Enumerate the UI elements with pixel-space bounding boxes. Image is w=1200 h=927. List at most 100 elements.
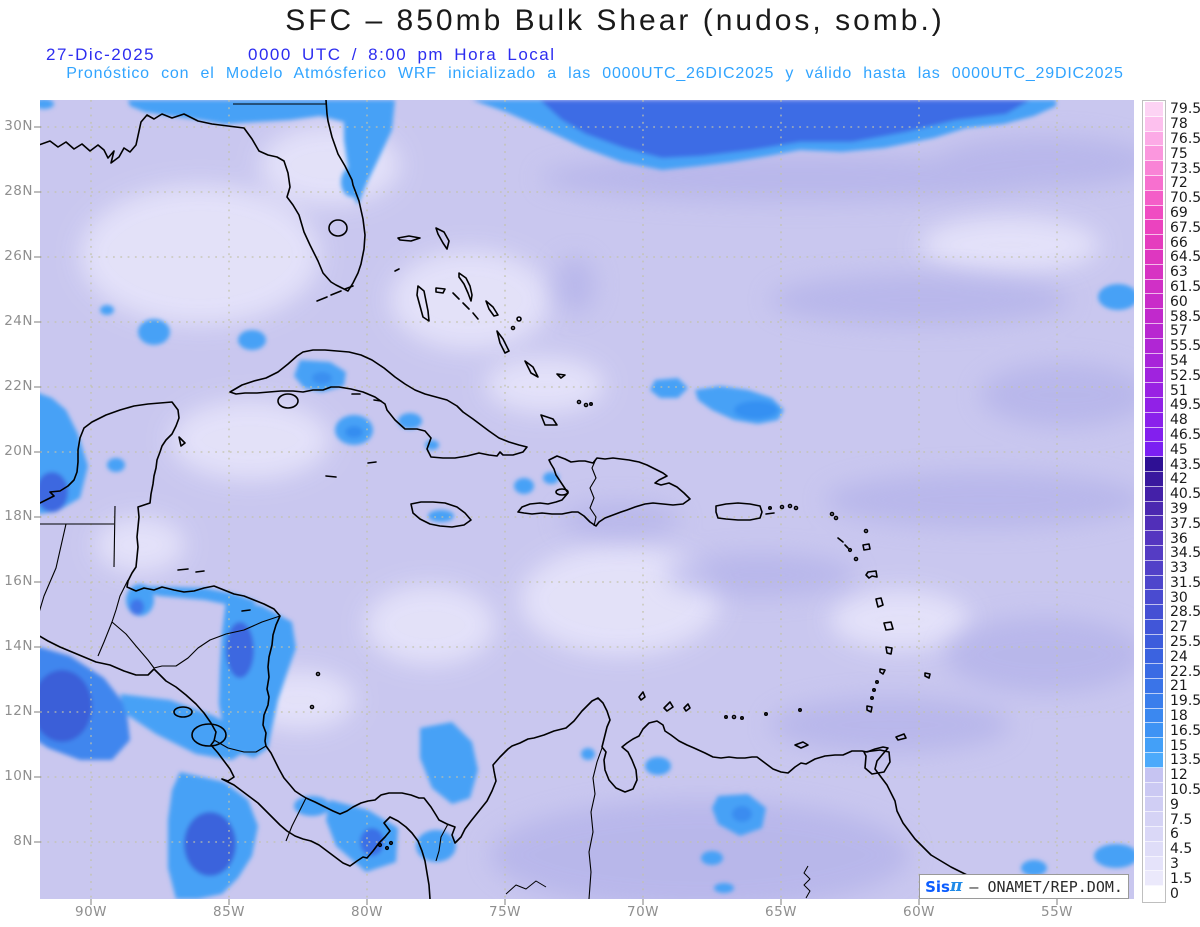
colorbar-entry: 66 — [1144, 235, 1188, 251]
colorbar-value: 72 — [1170, 175, 1188, 192]
colorbar-value: 1.5 — [1170, 870, 1193, 887]
lon-label: 55W — [1040, 904, 1074, 920]
lat-label: 10N — [4, 768, 33, 784]
colorbar-value: 49.5 — [1170, 397, 1200, 414]
colorbar-swatch — [1145, 590, 1163, 606]
lat-label: 8N — [13, 833, 33, 849]
colorbar-entry: 30 — [1144, 590, 1188, 606]
colorbar-entry: 61.5 — [1144, 279, 1200, 295]
colorbar-swatch — [1145, 264, 1163, 280]
colorbar-value: 48 — [1170, 412, 1188, 429]
colorbar-swatch — [1145, 471, 1163, 487]
axis-ticks — [34, 126, 1058, 905]
colorbar-value: 55.5 — [1170, 338, 1200, 355]
colorbar-swatch — [1145, 161, 1163, 176]
colorbar-entry: 7.5 — [1144, 812, 1192, 828]
colorbar-value: 33 — [1170, 560, 1188, 577]
colorbar-swatch — [1145, 723, 1163, 739]
colorbar-entry: 22.5 — [1144, 664, 1200, 680]
colorbar-entry: 28.5 — [1144, 604, 1200, 620]
colorbar-value: 19.5 — [1170, 693, 1200, 710]
lat-label: 20N — [4, 443, 33, 459]
colorbar-swatch — [1145, 205, 1163, 221]
colorbar-swatch — [1145, 575, 1163, 591]
colorbar-entry: 21 — [1144, 678, 1188, 694]
colorbar-value: 73.5 — [1170, 160, 1200, 177]
lat-label: 28N — [4, 183, 33, 199]
colorbar-value: 16.5 — [1170, 722, 1200, 739]
colorbar-entry: 46.5 — [1144, 427, 1200, 443]
colorbar-entry: 31.5 — [1144, 575, 1200, 591]
colorbar-entry: 57 — [1144, 323, 1188, 339]
colorbar-entry: 1.5 — [1144, 871, 1192, 887]
colorbar-value: 57 — [1170, 323, 1188, 340]
colorbar-swatch — [1145, 383, 1163, 398]
colorbar-swatch — [1145, 294, 1163, 310]
colorbar-value: 21 — [1170, 678, 1188, 695]
lat-label: 22N — [4, 378, 33, 394]
lat-label: 12N — [4, 703, 33, 719]
colorbar-entry: 10.5 — [1144, 782, 1200, 798]
colorbar-swatch — [1145, 235, 1163, 250]
colorbar-swatch — [1145, 708, 1163, 724]
colorbar-entry: 19.5 — [1144, 693, 1200, 709]
lat-label: 30N — [4, 118, 33, 134]
colorbar-entry: 64.5 — [1144, 249, 1200, 265]
colorbar-value: 42 — [1170, 471, 1188, 488]
colorbar-swatch — [1145, 397, 1163, 413]
colorbar-entry: 9 — [1144, 797, 1179, 813]
colorbar-swatch — [1145, 619, 1163, 635]
colorbar-value: 43.5 — [1170, 456, 1200, 473]
lon-label: 90W — [74, 904, 108, 920]
colorbar-swatch — [1145, 220, 1163, 236]
colorbar-entry: 58.5 — [1144, 309, 1200, 325]
colorbar-swatch — [1145, 531, 1163, 546]
colorbar-value: 61.5 — [1170, 278, 1200, 295]
borders — [40, 103, 811, 899]
colorbar-swatch — [1145, 856, 1163, 872]
colorbar-value: 30 — [1170, 589, 1188, 606]
colorbar-value: 58.5 — [1170, 308, 1200, 325]
colorbar-entry: 75 — [1144, 146, 1188, 162]
colorbar-swatch — [1145, 412, 1163, 428]
colorbar-swatch — [1145, 279, 1163, 295]
colorbar-value: 63 — [1170, 264, 1188, 281]
colorbar-value: 64.5 — [1170, 249, 1200, 266]
colorbar-entry: 67.5 — [1144, 220, 1200, 236]
colorbar-swatch — [1145, 693, 1163, 709]
lat-label: 24N — [4, 313, 33, 329]
colorbar-entry: 79.5 — [1144, 101, 1200, 117]
coastlines — [40, 100, 1022, 899]
colorbar-value: 13.5 — [1170, 752, 1200, 769]
colorbar-swatch — [1145, 560, 1163, 576]
colorbar-entry: 70.5 — [1144, 190, 1200, 206]
colorbar-entry: 42 — [1144, 471, 1188, 487]
colorbar-entry: 24 — [1144, 649, 1188, 665]
colorbar-entry: 16.5 — [1144, 723, 1200, 739]
colorbar-value: 79.5 — [1170, 101, 1200, 118]
colorbar-entry: 37.5 — [1144, 516, 1200, 532]
colorbar-swatch — [1145, 442, 1163, 458]
colorbar-swatch — [1145, 738, 1163, 754]
colorbar-swatch — [1145, 249, 1163, 265]
colorbar-swatch — [1145, 605, 1163, 620]
colorbar-value: 66 — [1170, 234, 1188, 251]
lon-label: 70W — [626, 904, 660, 920]
colorbar-value: 37.5 — [1170, 515, 1200, 532]
lat-label: 14N — [4, 638, 33, 654]
page-title: SFC – 850mb Bulk Shear (nudos, somb.) — [285, 4, 945, 37]
colorbar-swatch — [1145, 501, 1163, 517]
colorbar-value: 4.5 — [1170, 841, 1193, 858]
watermark-sis: Sis — [925, 877, 950, 896]
colorbar-value: 9 — [1170, 796, 1179, 813]
colorbar-entry: 3 — [1144, 856, 1179, 872]
lon-label: 75W — [488, 904, 522, 920]
colorbar-value: 10.5 — [1170, 782, 1200, 799]
colorbar-entry: 43.5 — [1144, 457, 1200, 473]
colorbar-value: 75 — [1170, 145, 1188, 162]
colorbar-value: 18 — [1170, 708, 1188, 725]
colorbar-entry: 73.5 — [1144, 161, 1200, 177]
watermark: Sis π — ONAMET/REP.DOM. — [919, 874, 1129, 899]
colorbar-entry: 40.5 — [1144, 486, 1200, 502]
